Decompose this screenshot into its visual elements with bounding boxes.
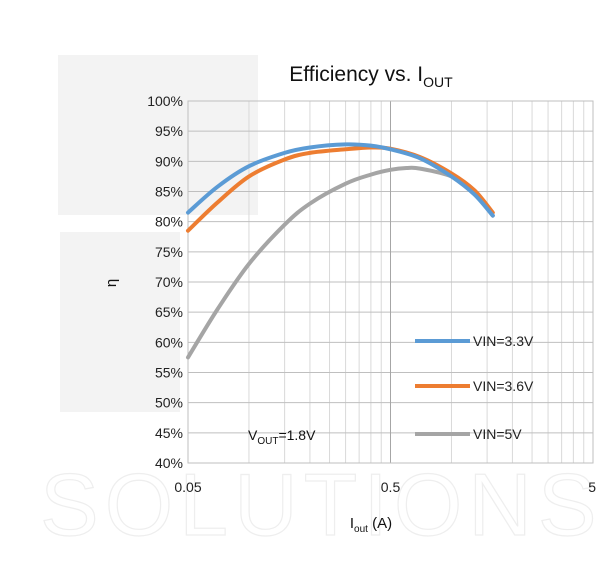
- y-tick-label: 70%: [155, 274, 183, 290]
- y-axis-label: η: [103, 279, 120, 287]
- chart-title: Efficiency vs. IOUT: [289, 63, 453, 90]
- y-tick-label: 85%: [155, 184, 183, 200]
- watermark-text: SOLUTIONS: [40, 455, 597, 554]
- watermark-logo: SOLUTIONS: [39, 55, 597, 555]
- x-tick-labels: 0.05 0.5 5: [174, 479, 596, 495]
- legend: VIN=3.3V VIN=3.6V VIN=5V: [415, 333, 534, 442]
- legend-entry: VIN=3.3V: [473, 333, 534, 349]
- series-layer: [186, 142, 495, 360]
- series-line: [186, 142, 495, 218]
- x-tick-label: 0.5: [381, 479, 401, 495]
- series-line: [186, 145, 495, 233]
- y-tick-labels: 40% 45% 50% 55% 60% 65% 70% 75% 80% 85% 90% 95% 100%: [147, 93, 183, 471]
- y-tick-label: 40%: [155, 455, 183, 471]
- y-tick-label: 50%: [155, 395, 183, 411]
- y-tick-label: 60%: [155, 334, 183, 350]
- x-tick-label: 0.05: [174, 479, 201, 495]
- legend-entry: VIN=3.6V: [473, 378, 534, 394]
- x-tick-label: 5: [588, 479, 596, 495]
- plot-area-frame: [187, 100, 594, 464]
- y-tick-label: 65%: [155, 304, 183, 320]
- y-tick-label: 80%: [155, 214, 183, 230]
- vout-annotation: VOUT=1.8V: [248, 427, 316, 447]
- y-tick-label: 95%: [155, 123, 183, 139]
- x-axis-label: Iout (A): [350, 515, 392, 535]
- y-tick-label: 100%: [147, 93, 183, 109]
- y-tick-label: 45%: [155, 425, 183, 441]
- y-tick-label: 55%: [155, 365, 183, 381]
- legend-entry: VIN=5V: [473, 426, 522, 442]
- y-tick-label: 75%: [155, 244, 183, 260]
- y-tick-label: 90%: [155, 153, 183, 169]
